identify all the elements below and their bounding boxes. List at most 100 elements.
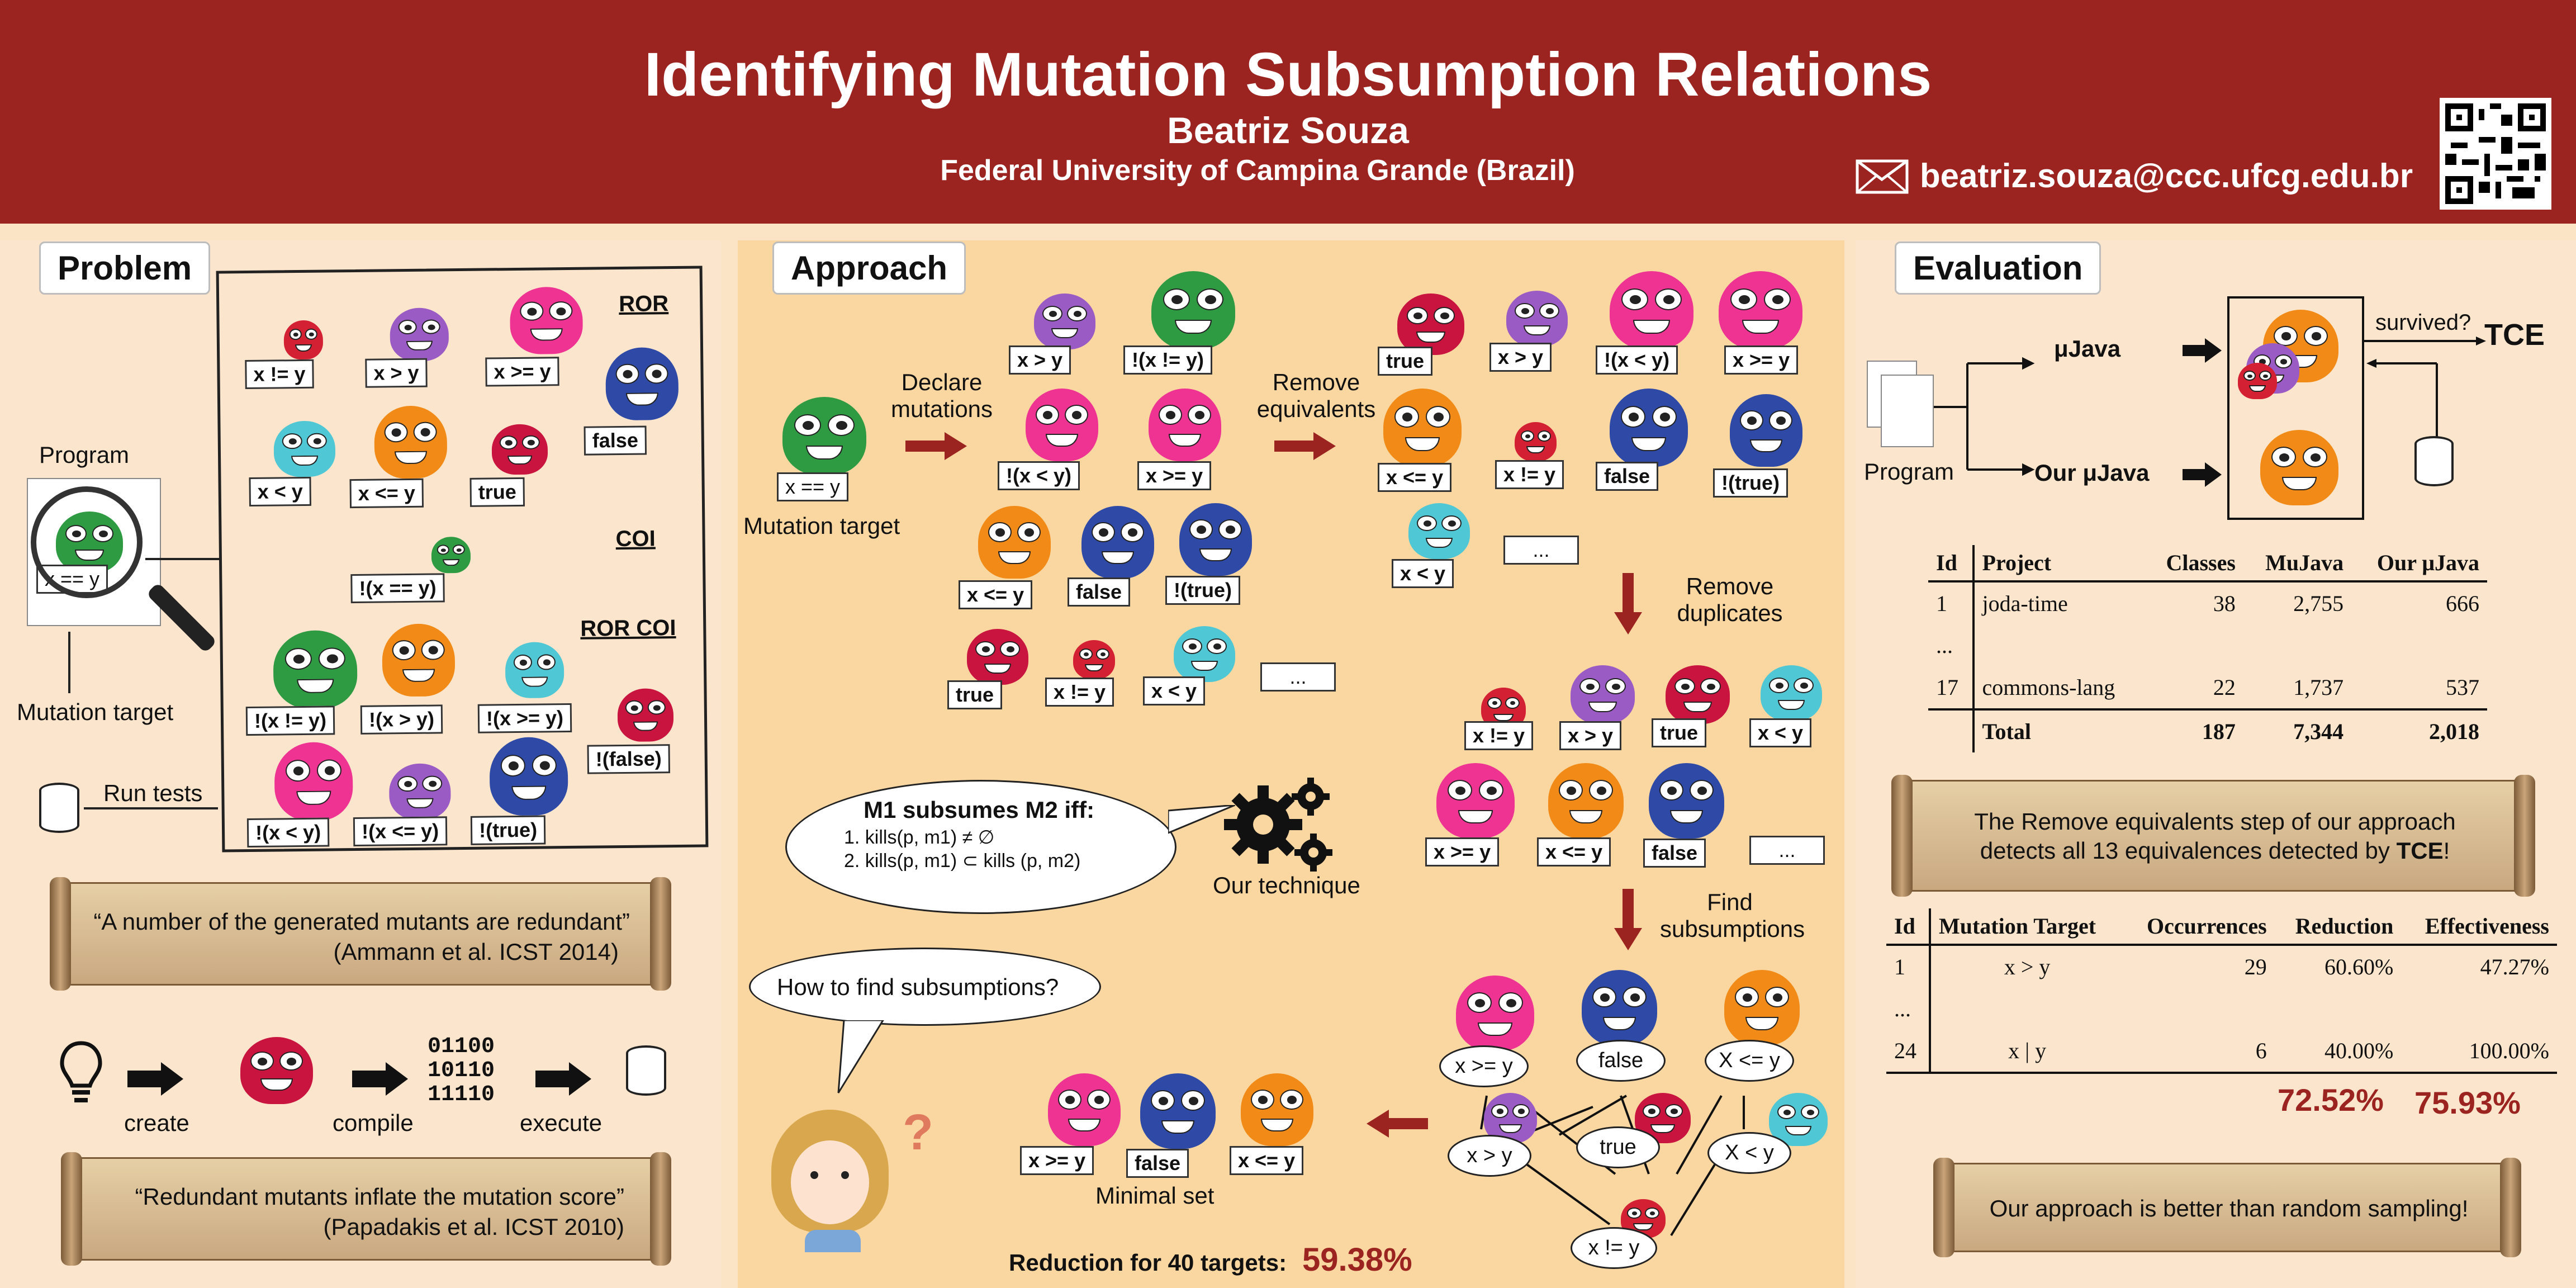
mutant-label: x >= y — [1137, 461, 1212, 490]
table-cell: 7,344 — [2243, 708, 2352, 752]
mutant-label: x != y — [245, 359, 314, 390]
qr-code-icon[interactable] — [2440, 98, 2551, 210]
arrow-icon — [352, 1062, 408, 1096]
monster-cyan — [1408, 503, 1470, 559]
column-header: MuJava — [2243, 545, 2352, 583]
table-cell: 1,737 — [2293, 675, 2344, 700]
column-header: Project — [1973, 545, 2146, 583]
table-row: 24 x | y 6 40.00% 100.00% — [1886, 1030, 2557, 1073]
graph-node: false — [1576, 1040, 1666, 1082]
mutant-label: true — [947, 680, 1003, 709]
monster-blue — [489, 737, 568, 816]
graph-node: x > y — [1448, 1135, 1531, 1177]
arrow-icon — [1274, 432, 1336, 460]
technique-label: Our technique — [1213, 872, 1360, 898]
arrow-right — [145, 558, 219, 560]
monster-purple — [1034, 293, 1095, 349]
graph-node: X < y — [1707, 1132, 1791, 1174]
graph-node: x != y — [1571, 1227, 1657, 1269]
monster-pink — [1048, 1073, 1121, 1146]
monster-green — [1151, 271, 1235, 349]
evaluation-panel: Evaluation Program μJava Our μJava survi… — [1856, 240, 2576, 1288]
bubble-tail — [1168, 805, 1235, 834]
quote-1-cite: (Ammann et al. ICST 2014) — [333, 939, 619, 965]
table-row: 1 joda-time 38 2,755 666 — [1928, 581, 2487, 624]
header-banner: Identifying Mutation Subsumption Relatio… — [0, 0, 2576, 224]
minimal-set-label: Minimal set — [1095, 1182, 1215, 1209]
mutant-label: x < y — [1749, 718, 1812, 747]
result-scroll-1: The Remove equivalents step of our appro… — [1891, 775, 2535, 897]
monster-blue — [1582, 970, 1657, 1045]
reduction-label: Reduction for 40 targets: — [1009, 1249, 1287, 1276]
email-link[interactable]: beatriz.souza@ccc.ufcg.edu.br — [1920, 157, 2413, 195]
survived-arrow — [2364, 337, 2486, 345]
monster-orange — [1383, 389, 1462, 467]
table-cell: commons-lang — [1982, 675, 2115, 700]
program-label: Program — [1864, 458, 1954, 485]
monster-pink — [1436, 763, 1515, 839]
monster-crimson — [240, 1037, 313, 1104]
monster-purple — [1571, 665, 1635, 724]
mutant-label: !(true) — [470, 815, 546, 845]
arrow-icon — [905, 432, 967, 460]
monster-blue — [605, 347, 679, 421]
binary-line: 10110 — [428, 1058, 495, 1083]
monster-orange — [1724, 970, 1800, 1045]
mutant-label: x != y — [1464, 721, 1534, 750]
monster-crimson — [491, 424, 548, 475]
table-cell: x > y — [2004, 954, 2051, 979]
ellipsis-label: ... — [1260, 662, 1336, 692]
monster-red — [1515, 422, 1557, 461]
mutant-label: x > y — [365, 358, 428, 388]
step-remove-duplicates: Remove duplicates — [1677, 573, 1783, 626]
table-cell: 47.27% — [2480, 954, 2549, 979]
approach-panel: Approach x == y Mutation target Declare … — [738, 240, 1844, 1288]
arrow-icon — [2183, 462, 2222, 487]
monster-pink — [509, 286, 583, 355]
table-cell: 1 — [1886, 945, 1931, 988]
lightbulb-icon — [60, 1041, 102, 1102]
mutant-label: x >= y — [1724, 345, 1799, 375]
mutant-label: true — [1378, 347, 1433, 376]
quote-scroll-2: “Redundant mutants inflate the mutation … — [61, 1152, 671, 1266]
table-cell: 6 — [2255, 1038, 2267, 1063]
bubble-tail — [837, 1020, 884, 1093]
monster-cyan — [505, 642, 564, 699]
step-declare: Declare mutations — [890, 369, 993, 422]
table-cell: 40.00% — [2324, 1038, 2394, 1063]
reduction-value: 59.38% — [1302, 1242, 1412, 1278]
table-cell: 17 — [1928, 666, 1975, 709]
mutant-label: !(false) — [587, 744, 671, 774]
mutant-label: false — [1596, 462, 1659, 491]
table-cell: 1 — [1928, 581, 1975, 624]
monster-cyan — [1769, 1093, 1828, 1146]
minimal-label: x >= y — [1020, 1146, 1094, 1175]
mutant-label: !(x > y) — [360, 704, 443, 735]
column-header: Reduction — [2274, 908, 2402, 946]
monster-pink — [274, 742, 353, 821]
table-cell: Total — [1973, 708, 2146, 752]
mutant-label: x > y — [1489, 343, 1552, 372]
mutant-label: !(x == y) — [350, 573, 445, 604]
table-cell — [2275, 988, 2402, 1030]
column-header: Id — [1928, 545, 1975, 583]
mutant-label: false — [1643, 839, 1706, 868]
minimal-label: false — [1126, 1149, 1189, 1178]
monster-cyan — [273, 420, 336, 477]
mutant-label: !(x < y) — [1596, 345, 1678, 375]
monster-orange — [374, 405, 448, 479]
quote-scroll-1: “A number of the generated mutants are r… — [50, 877, 671, 991]
group-ror: ROR — [619, 291, 669, 317]
scroll-1-line-2: detects all 13 equivalences detected by … — [1899, 837, 2531, 864]
table-cell: 100.00% — [2469, 1038, 2549, 1063]
monster-crimson — [617, 688, 674, 742]
mutant-label: !(x >= y) — [477, 703, 572, 733]
table-cell: joda-time — [1982, 591, 2068, 616]
arrow-up — [68, 632, 70, 693]
table-row: ... — [1928, 624, 2487, 666]
monster-pink — [1026, 389, 1098, 461]
group-coi: COI — [615, 526, 656, 552]
graph-node: true — [1576, 1126, 1660, 1168]
group-ror-coi: ROR COI — [580, 615, 676, 641]
column-header: Mutation Target — [1929, 908, 2124, 946]
